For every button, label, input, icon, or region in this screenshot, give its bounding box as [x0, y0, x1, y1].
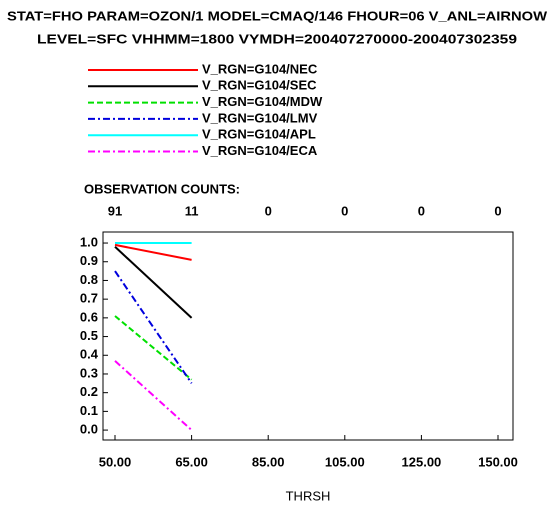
y-tick-label: 0.8: [80, 272, 98, 287]
count-label: 11: [185, 203, 199, 218]
count-label: 0: [341, 203, 348, 218]
y-tick-label: 0.9: [80, 253, 98, 268]
series-line: [114, 243, 192, 261]
x-tick-label: 65.00: [175, 454, 208, 469]
y-tick-label: 0.3: [80, 365, 98, 380]
count-label: 0: [418, 203, 425, 218]
plot-frame: [102, 231, 514, 441]
legend-label: V_RGN=G104/ECA: [202, 143, 318, 158]
legend-label: V_RGN=G104/SEC: [202, 78, 317, 93]
x-tick-label: 85.00: [252, 454, 285, 469]
series-line: [114, 315, 193, 381]
y-tick-label: 1.0: [80, 234, 98, 249]
count-label: 0: [265, 203, 272, 218]
y-tick-label: 0.1: [80, 403, 98, 418]
x-tick-label: 150.00: [478, 454, 518, 469]
x-tick-label: 125.00: [402, 454, 442, 469]
legend-label: V_RGN=G104/NEC: [202, 61, 318, 76]
series-line: [114, 360, 193, 431]
chart-subtitle: LEVEL=SFC VHHMM=1800 VYMDH=200407270000-…: [37, 31, 517, 46]
series-line: [114, 270, 193, 384]
y-tick-label: 0.2: [80, 384, 98, 399]
y-tick-label: 0.6: [80, 309, 98, 324]
legend-label: V_RGN=G104/LMV: [202, 110, 318, 125]
y-tick-label: 0.7: [80, 291, 98, 306]
y-tick-label: 0.0: [80, 422, 98, 437]
chart-title: STAT=FHO PARAM=OZON/1 MODEL=CMAQ/146 FHO…: [7, 8, 548, 23]
x-tick-label: 105.00: [325, 454, 365, 469]
x-tick-label: 50.00: [99, 454, 132, 469]
legend-label: V_RGN=G104/MDW: [202, 94, 323, 109]
legend-label: V_RGN=G104/APL: [202, 127, 316, 142]
y-tick-label: 0.5: [80, 328, 98, 343]
y-tick-label: 0.4: [80, 347, 99, 362]
counts-label: OBSERVATION COUNTS:: [84, 181, 240, 196]
series-line: [114, 246, 193, 319]
x-axis-label: THRSH: [286, 488, 331, 503]
count-label: 0: [494, 203, 501, 218]
count-label: 91: [108, 203, 122, 218]
